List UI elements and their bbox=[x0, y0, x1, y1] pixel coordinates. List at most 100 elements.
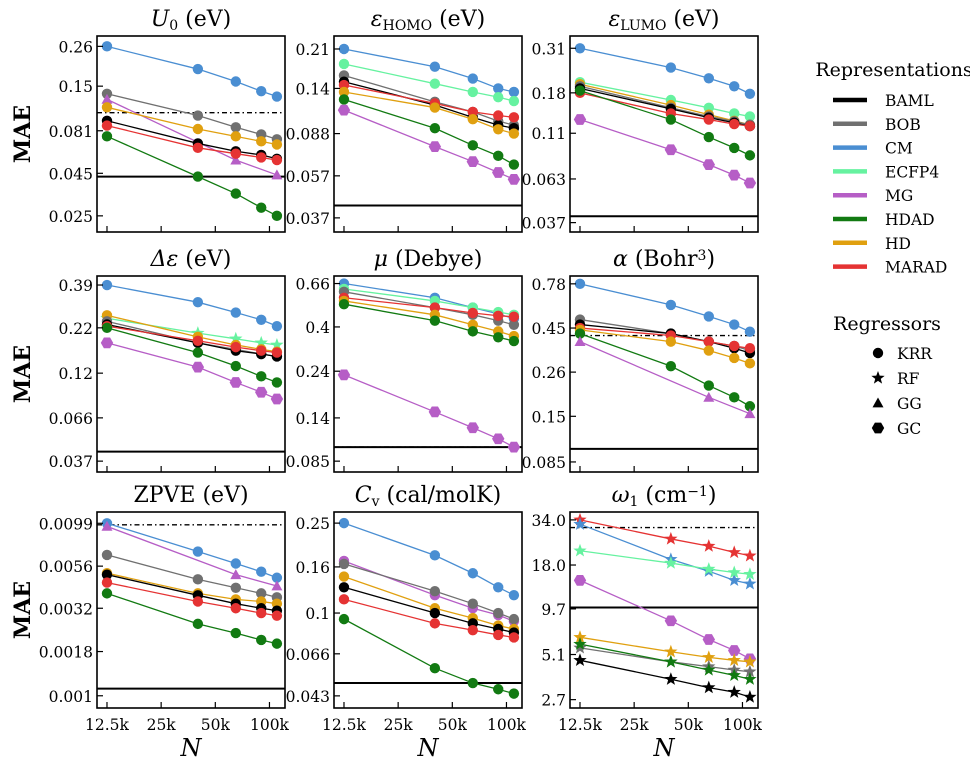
data-point bbox=[256, 588, 267, 599]
data-point bbox=[493, 150, 504, 162]
data-point bbox=[429, 607, 441, 619]
y-tick-label: 0.081 bbox=[49, 123, 93, 141]
x-tick-label: 25k bbox=[620, 716, 650, 734]
y-tick-label: 0.066 bbox=[49, 410, 93, 428]
series-baml bbox=[573, 653, 757, 703]
data-point bbox=[271, 169, 283, 180]
data-point bbox=[429, 61, 441, 72]
data-point bbox=[271, 638, 283, 649]
data-point bbox=[101, 549, 113, 561]
x-tick-label: 50k bbox=[201, 716, 231, 734]
data-point bbox=[729, 319, 740, 330]
data-point bbox=[101, 588, 113, 599]
data-point bbox=[192, 574, 204, 585]
series-line bbox=[343, 81, 515, 129]
series-cm bbox=[338, 517, 520, 601]
plot-frame bbox=[333, 275, 523, 473]
data-point bbox=[192, 546, 204, 557]
series-line bbox=[343, 374, 515, 448]
series-line bbox=[106, 554, 278, 598]
series-ecfp4 bbox=[100, 311, 284, 351]
data-point bbox=[573, 543, 587, 557]
x-tick-label: 25k bbox=[384, 716, 414, 734]
data-point bbox=[101, 131, 113, 142]
series-hdad bbox=[101, 322, 283, 388]
series-line bbox=[579, 283, 751, 333]
series-cm bbox=[101, 41, 283, 102]
data-point bbox=[256, 566, 267, 577]
data-point bbox=[664, 144, 678, 156]
data-point bbox=[743, 576, 757, 590]
chart-panel-4: Δε (eV) 0.037 0.066 0.12 0.22 0.39 MAE bbox=[10, 247, 286, 473]
y-tick-label: 0.085 bbox=[286, 453, 330, 471]
data-point bbox=[271, 347, 283, 358]
data-point bbox=[728, 645, 741, 656]
data-point bbox=[467, 114, 479, 125]
series-line bbox=[579, 643, 751, 680]
data-point bbox=[744, 408, 756, 419]
panel-title: U0 (eV) bbox=[151, 7, 232, 34]
data-point bbox=[192, 142, 204, 154]
data-point bbox=[729, 352, 740, 364]
series-marad bbox=[574, 322, 756, 354]
chart-panel-8: Cv (cal/molK) 0.043 0.066 0.1 0.16 0.25 12.5k 2… bbox=[286, 483, 527, 757]
y-tick-label: 0.057 bbox=[286, 168, 330, 186]
legend-label-bob: BOB bbox=[885, 116, 921, 134]
y-tick-label: 0.26 bbox=[531, 364, 566, 382]
data-point bbox=[703, 391, 715, 402]
series-hdad bbox=[573, 637, 757, 685]
data-point bbox=[101, 41, 113, 52]
series-hdad bbox=[101, 131, 283, 222]
series-line bbox=[106, 314, 278, 353]
data-point bbox=[270, 393, 284, 405]
y-tick-label: 0.037 bbox=[49, 453, 93, 471]
y-tick-label: 0.26 bbox=[58, 38, 93, 56]
series-line bbox=[106, 124, 278, 161]
data-point bbox=[429, 550, 441, 561]
x-tick-label: 50k bbox=[438, 716, 468, 734]
y-tick-label: 18.0 bbox=[531, 557, 566, 575]
panel-title: ZPVE (eV) bbox=[133, 483, 248, 508]
data-point bbox=[703, 345, 715, 356]
data-point bbox=[743, 567, 757, 580]
y-tick-label: 0.21 bbox=[295, 41, 330, 59]
panel-title: Cv (cal/molK) bbox=[355, 483, 501, 510]
data-point bbox=[256, 607, 267, 619]
y-axis-label: MAE bbox=[10, 345, 36, 403]
y-tick-label: 0.025 bbox=[49, 208, 93, 226]
data-point bbox=[728, 169, 741, 181]
data-point bbox=[338, 594, 350, 605]
data-point bbox=[100, 337, 114, 349]
data-point bbox=[744, 120, 756, 132]
y-tick-label: 0.066 bbox=[286, 646, 330, 664]
panels: U0 (eV) 0.025 0.045 0.081 0.15 0.26 MAE εHOMO (… bbox=[10, 7, 763, 757]
series-hdad bbox=[338, 299, 520, 347]
legend-label-gg: GG bbox=[897, 395, 922, 413]
data-point bbox=[573, 640, 587, 654]
series-mg bbox=[337, 369, 521, 453]
data-point bbox=[664, 654, 678, 668]
y-tick-label: 0.66 bbox=[295, 276, 330, 294]
data-point bbox=[101, 102, 113, 113]
series-hd bbox=[338, 86, 520, 139]
data-point bbox=[256, 85, 267, 97]
data-point bbox=[467, 106, 479, 118]
chart-panel-2: εHOMO (eV) 0.037 0.057 0.088 0.14 0.21 bbox=[286, 7, 523, 233]
series-line bbox=[579, 550, 750, 575]
y-tick-label: 0.31 bbox=[531, 40, 566, 58]
chart-panel-1: U0 (eV) 0.025 0.045 0.081 0.15 0.26 MAE bbox=[10, 7, 286, 233]
data-point bbox=[429, 315, 441, 326]
data-point bbox=[338, 517, 350, 529]
data-point bbox=[467, 624, 479, 636]
y-tick-label: 0.24 bbox=[295, 363, 330, 381]
data-point bbox=[229, 331, 243, 345]
series-mg bbox=[338, 555, 520, 627]
data-point bbox=[573, 653, 587, 666]
data-point bbox=[703, 114, 715, 125]
data-point bbox=[729, 81, 740, 92]
data-point bbox=[727, 653, 741, 666]
y-tick-label: 0.085 bbox=[522, 454, 566, 472]
legend-label-ecfp4: ECFP4 bbox=[885, 163, 939, 181]
data-point bbox=[338, 86, 350, 98]
data-point bbox=[230, 582, 242, 593]
